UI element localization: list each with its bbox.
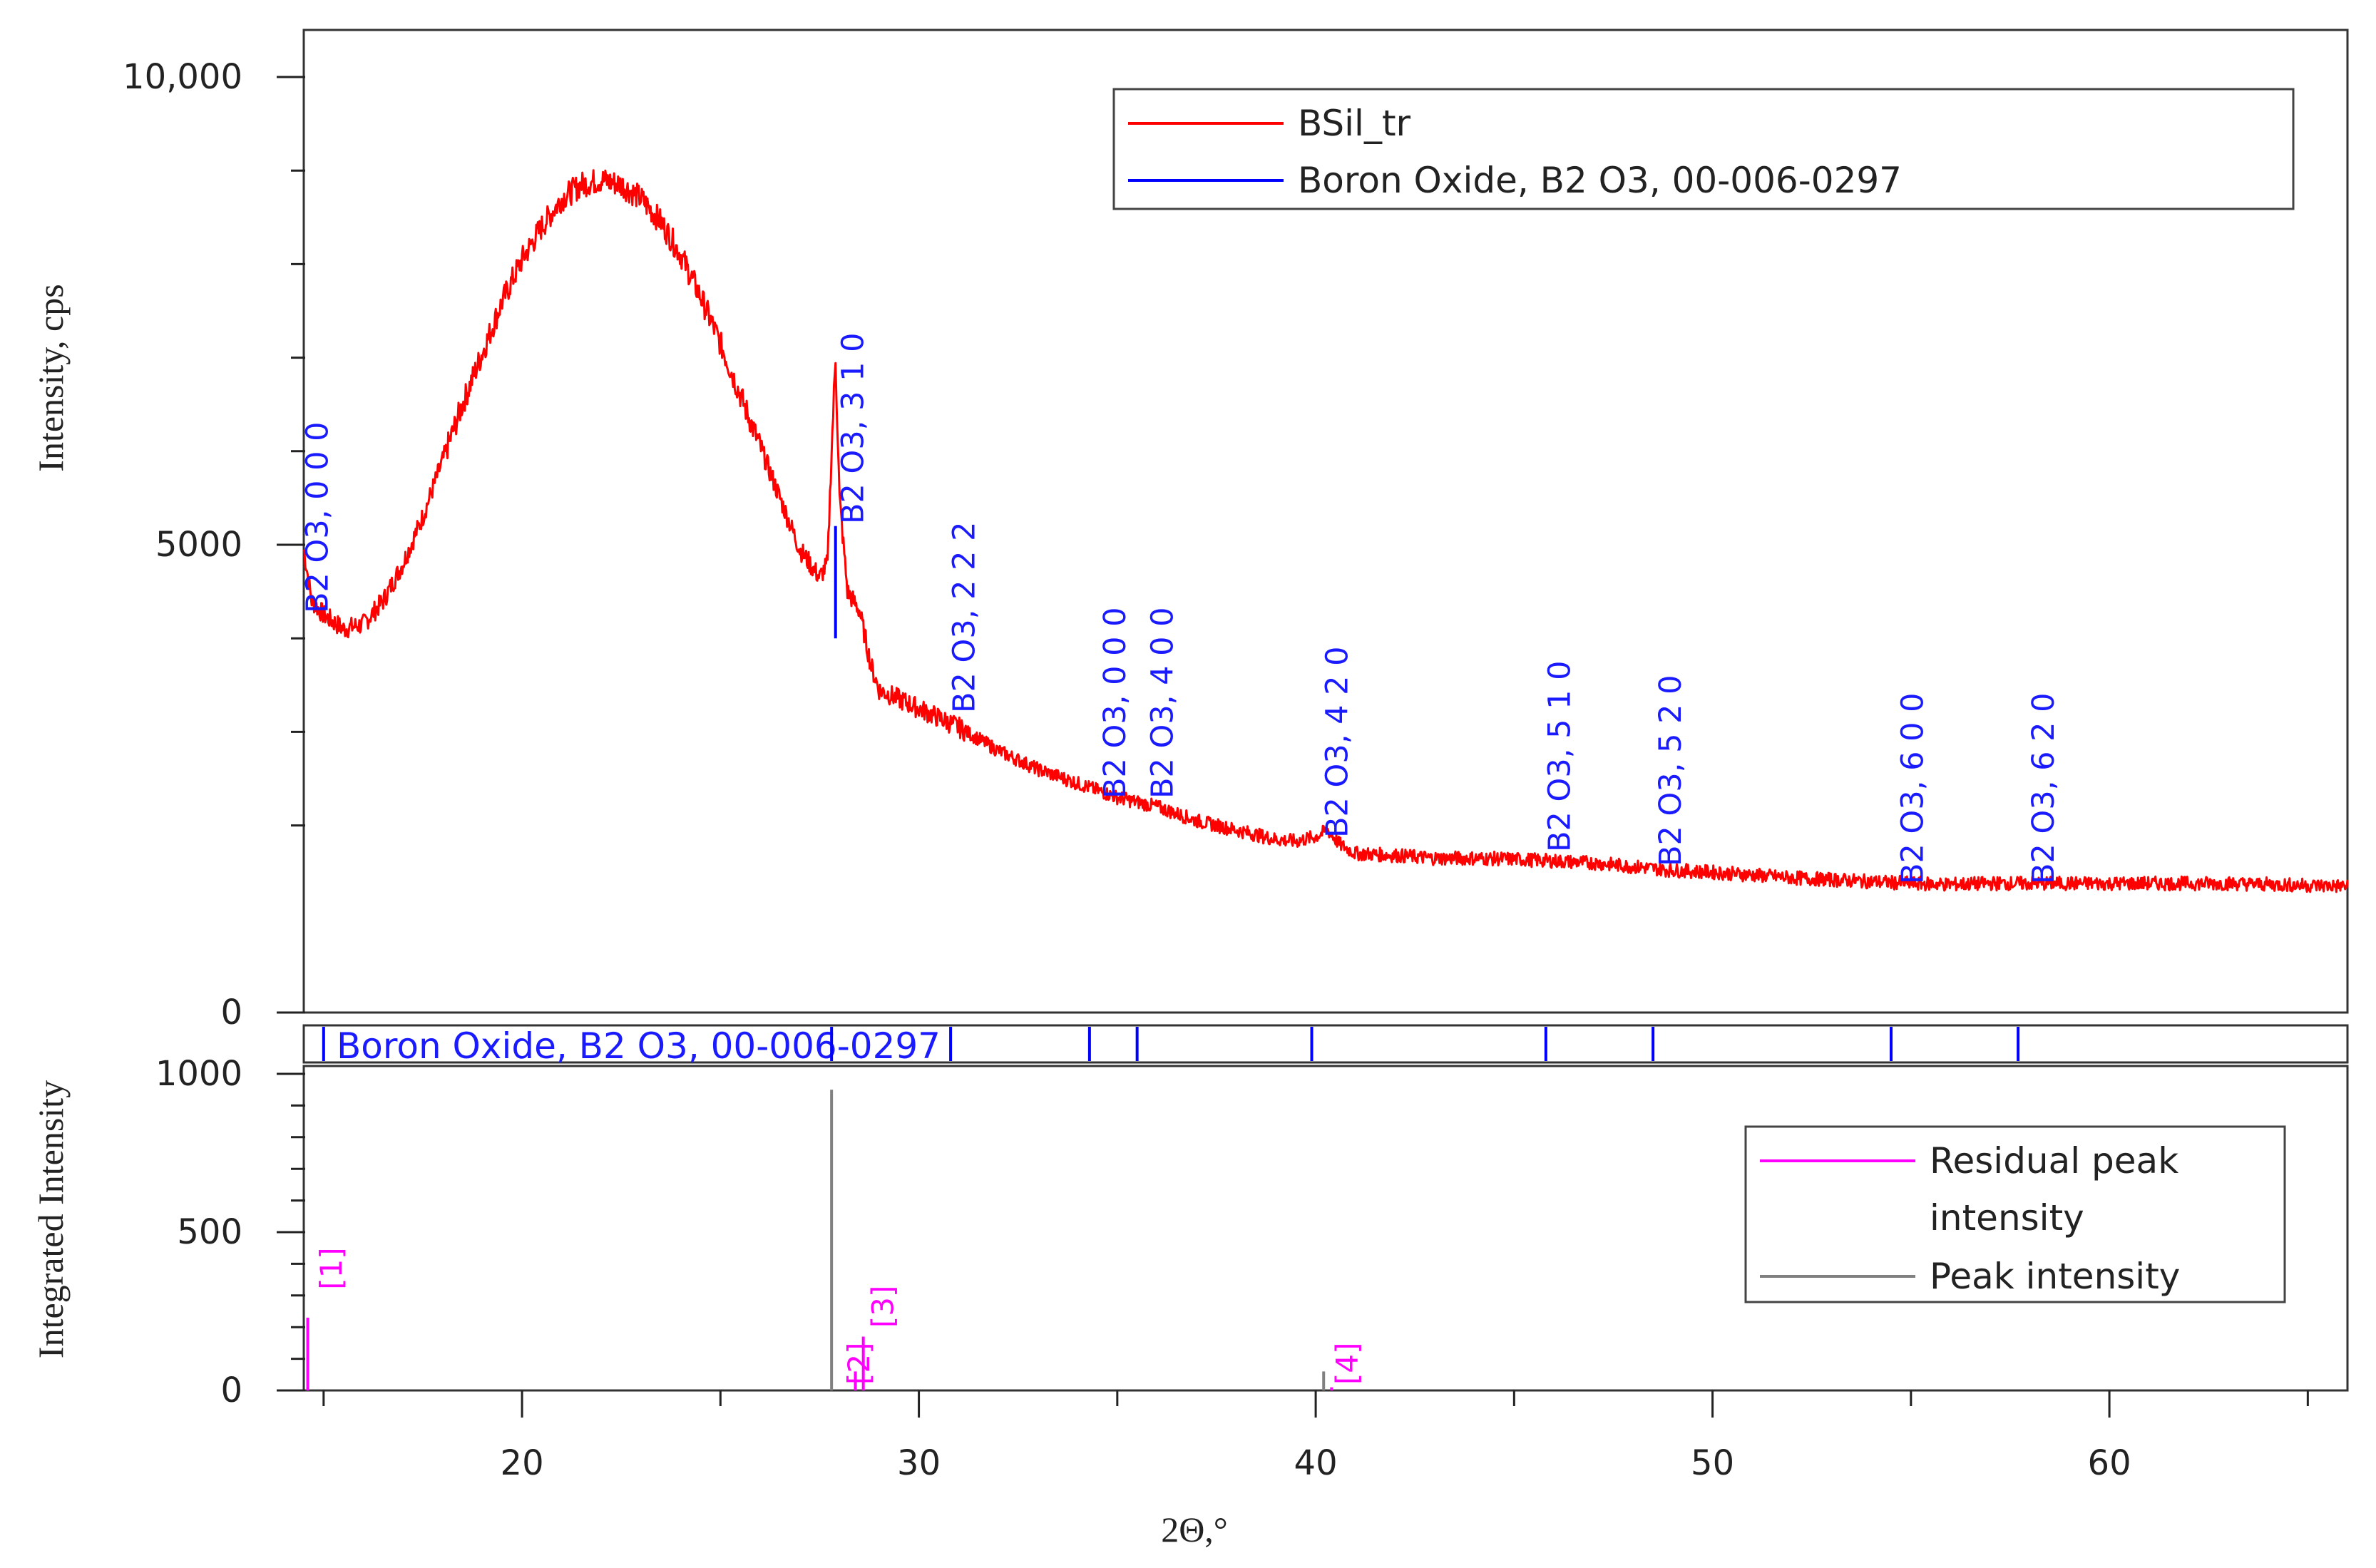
peak-annotation: B2 O3, 0 0 0	[1097, 608, 1133, 799]
peak-annotation: B2 O3, 2 2 2	[947, 522, 983, 713]
x-tick-label: 40	[1294, 1443, 1338, 1483]
lower-y-axis-label: Integrated Intensity	[31, 1080, 71, 1358]
peak-annotation: B2 O3, 5 1 0	[1542, 661, 1577, 852]
lower-y-tick-label: 500	[177, 1212, 242, 1252]
peak-annotation: B2 O3, 0 0 0	[299, 422, 335, 613]
x-tick-label: 60	[2088, 1443, 2131, 1483]
peak-annotation: B2 O3, 6 0 0	[1895, 693, 1931, 884]
main-y-tick-label: 10,000	[123, 57, 242, 97]
residual-peak-label: [1]	[314, 1247, 349, 1290]
residual-peak-label: [4]	[1330, 1343, 1365, 1385]
reference-strip-frame	[302, 1024, 2349, 1064]
lower-legend-label-line: Residual peak	[1930, 1140, 2178, 1182]
peak-annotation: B2 O3, 4 2 0	[1320, 647, 1356, 838]
main-y-tick-label: 0	[220, 993, 242, 1032]
main-y-tick-label: 5000	[155, 525, 242, 565]
residual-peak-label: [2]	[841, 1343, 876, 1385]
main-plot-frame	[302, 29, 2349, 1014]
x-tick-label: 30	[897, 1443, 941, 1483]
main-y-axis-label: Intensity, cps	[31, 284, 71, 471]
peak-annotation: B2 O3, 6 2 0	[2026, 693, 2062, 884]
peak-annotation: B2 O3, 4 0 0	[1145, 608, 1181, 799]
lower-legend-box	[1744, 1125, 2286, 1303]
bsil-tr-line	[302, 169, 2349, 893]
lower-legend-label: Peak intensity	[1930, 1256, 2180, 1297]
x-tick-label: 50	[1691, 1443, 1734, 1483]
peak-annotation: B2 O3, 5 2 0	[1653, 675, 1689, 866]
peak-annotation: B2 O3, 3 1 0	[836, 333, 871, 524]
reference-strip-title: Boron Oxide, B2 O3, 00-006-0297	[337, 1025, 941, 1067]
lower-legend-label-line: intensity	[1930, 1197, 2084, 1239]
x-tick-label: 20	[501, 1443, 544, 1483]
residual-peak-label: [3]	[866, 1286, 901, 1328]
main-legend-label: BSil_tr	[1298, 103, 1411, 144]
lower-y-tick-label: 0	[220, 1370, 242, 1410]
lower-y-tick-label: 1000	[155, 1054, 242, 1094]
lower-plot-frame	[302, 1065, 2349, 1392]
x-axis-label: 2Θ,°	[1161, 1510, 1228, 1549]
main-legend-label: Boron Oxide, B2 O3, 00-006-0297	[1298, 160, 1902, 201]
main-series-group	[302, 169, 2349, 893]
main-legend-box	[1112, 88, 2295, 210]
